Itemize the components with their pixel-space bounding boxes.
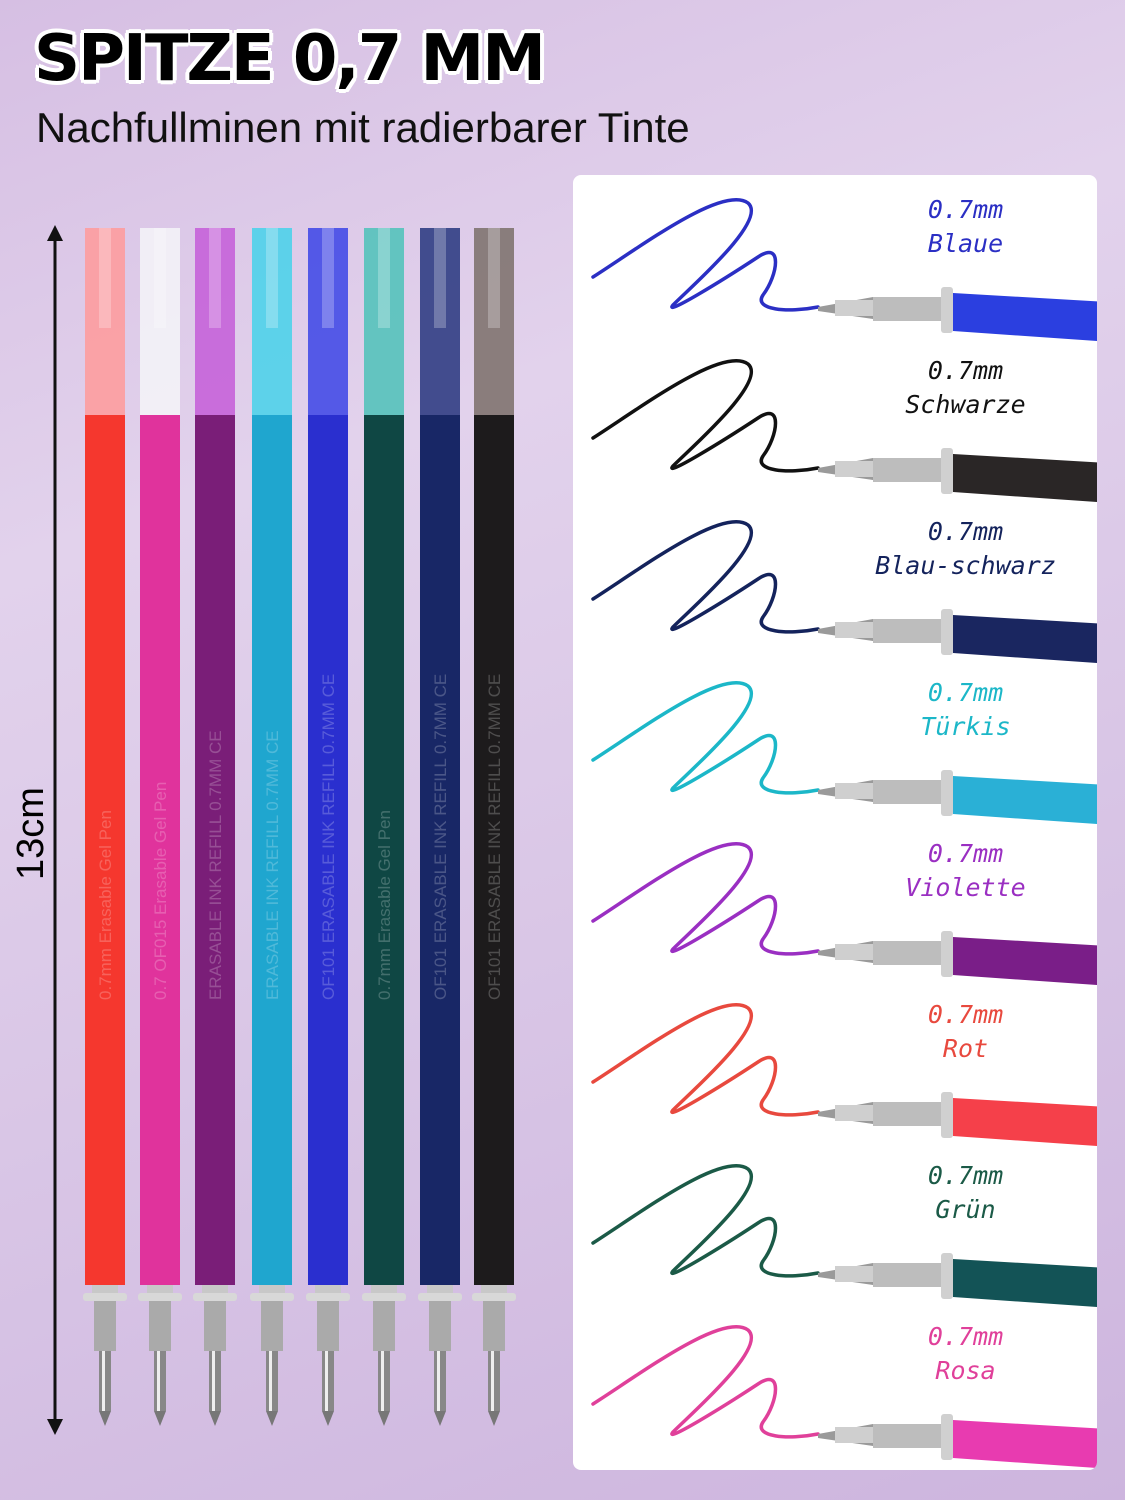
ink-scribble-and-refill bbox=[591, 1325, 1097, 1469]
refill-graphic bbox=[306, 228, 350, 1426]
color-sample-5: 0.7mm Violette bbox=[573, 829, 1097, 990]
sample-size: 0.7mm bbox=[927, 195, 1004, 224]
sample-color-name: Rosa bbox=[935, 1356, 996, 1385]
sample-label: 0.7mm Grün bbox=[873, 1159, 1058, 1227]
double-arrow-icon bbox=[47, 225, 63, 1435]
sample-color-name: Violette bbox=[905, 873, 1026, 902]
refill-graphic bbox=[418, 228, 462, 1426]
ink-scribble-and-refill bbox=[591, 1164, 1097, 1308]
color-sample-6: 0.7mm Rot bbox=[573, 990, 1097, 1151]
color-sample-7: 0.7mm Grün bbox=[573, 1151, 1097, 1312]
refill-imprint: OF101 ERASABLE INK REFILL 0.7MM CE bbox=[485, 673, 504, 1000]
ink-scribble-and-refill bbox=[591, 359, 1097, 503]
sample-size: 0.7mm bbox=[927, 839, 1004, 868]
refill-graphic bbox=[83, 228, 127, 1426]
sample-label: 0.7mm Türkis bbox=[873, 676, 1058, 744]
sample-color-name: Türkis bbox=[920, 712, 1011, 741]
color-sample-3: 0.7mm Blau-schwarz bbox=[573, 507, 1097, 668]
sample-label: 0.7mm Schwarze bbox=[873, 354, 1058, 422]
refill-graphic bbox=[138, 228, 182, 1426]
length-dimension bbox=[10, 225, 100, 1435]
color-sample-4: 0.7mm Türkis bbox=[573, 668, 1097, 829]
sample-color-name: Rot bbox=[942, 1034, 989, 1063]
sample-label: 0.7mm Blau-schwarz bbox=[873, 515, 1058, 583]
sample-size: 0.7mm bbox=[927, 1322, 1004, 1351]
sample-color-name: Blau-schwarz bbox=[875, 551, 1056, 580]
sample-label: 0.7mm Blaue bbox=[873, 193, 1058, 261]
sample-size: 0.7mm bbox=[927, 517, 1004, 546]
sample-label: 0.7mm Rot bbox=[873, 998, 1058, 1066]
sample-size: 0.7mm bbox=[927, 1000, 1004, 1029]
sample-size: 0.7mm bbox=[927, 356, 1004, 385]
color-sample-8: 0.7mm Rosa bbox=[573, 1312, 1097, 1470]
sample-label: 0.7mm Rosa bbox=[873, 1320, 1058, 1388]
refill-graphic bbox=[193, 228, 237, 1426]
color-sample-1: 0.7mm Blaue bbox=[573, 185, 1097, 346]
ink-scribble-and-refill bbox=[591, 520, 1097, 664]
ink-scribble-and-refill bbox=[591, 1003, 1097, 1147]
headline: SPITZE 0,7 MM bbox=[34, 22, 546, 96]
sample-size: 0.7mm bbox=[927, 678, 1004, 707]
color-swatch-card: 0.7mm Blaue 0.7mm Schwarze 0.7mm Blau-schwa… bbox=[573, 175, 1097, 1470]
refill-graphic bbox=[472, 228, 516, 1426]
refill-graphic bbox=[250, 228, 294, 1426]
ink-scribble-and-refill bbox=[591, 198, 1097, 342]
sample-color-name: Schwarze bbox=[905, 390, 1026, 419]
sample-color-name: Blaue bbox=[927, 229, 1004, 258]
ink-scribble-and-refill bbox=[591, 681, 1097, 825]
sample-size: 0.7mm bbox=[927, 1161, 1004, 1190]
sample-color-name: Grün bbox=[935, 1195, 996, 1224]
sample-label: 0.7mm Violette bbox=[873, 837, 1058, 905]
refill-graphic bbox=[362, 228, 406, 1426]
ink-scribble-and-refill bbox=[591, 842, 1097, 986]
color-sample-2: 0.7mm Schwarze bbox=[573, 346, 1097, 507]
subheadline: Nachfullminen mit radierbarer Tinte bbox=[36, 104, 690, 151]
